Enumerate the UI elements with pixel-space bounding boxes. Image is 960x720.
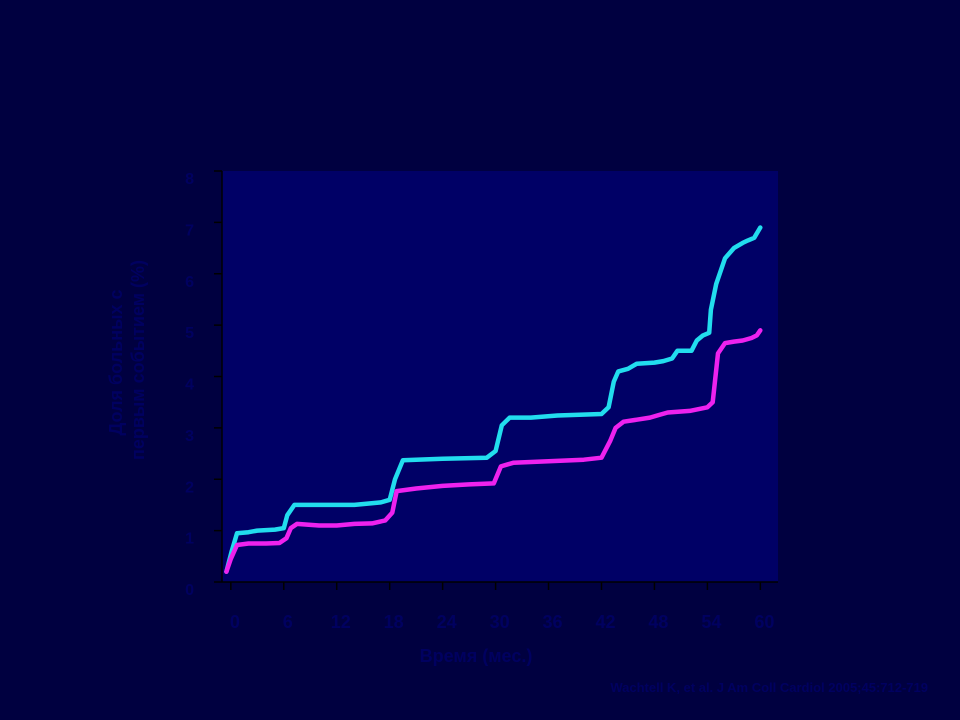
y-axis-title-line-2: первым событием (%) <box>128 260 148 460</box>
x-tick-label: 48 <box>648 612 668 632</box>
x-tick-label: 54 <box>701 612 721 632</box>
x-tick-label: 12 <box>331 612 351 632</box>
y-tick-label: 5 <box>185 325 194 342</box>
y-tick-label: 2 <box>185 479 194 496</box>
y-tick-label: 7 <box>185 222 194 239</box>
y-tick-label: 8 <box>185 171 194 188</box>
plot-area <box>222 171 778 582</box>
y-axis-title-line-1: Доля больных с <box>106 290 126 436</box>
x-tick-label: 18 <box>384 612 404 632</box>
y-tick-label: 3 <box>185 428 194 445</box>
x-axis-title: Время (мес.) <box>420 646 533 666</box>
x-tick-label: 6 <box>283 612 293 632</box>
citation: Wachtell K, et al. J Am Coll Cardiol 200… <box>610 680 928 695</box>
x-tick-label: 30 <box>490 612 510 632</box>
y-tick-label: 6 <box>185 274 194 291</box>
y-tick-label: 1 <box>185 531 194 548</box>
x-axis-ticks: 0 6 12 18 24 30 36 42 48 54 60 <box>230 582 774 632</box>
x-tick-label: 0 <box>230 612 240 632</box>
y-tick-label: 0 <box>185 582 194 599</box>
x-tick-label: 42 <box>595 612 615 632</box>
series-line-2 <box>224 328 763 574</box>
series-line-1 <box>224 225 763 574</box>
y-axis-title: Доля больных с первым событием (%) <box>106 260 148 460</box>
x-tick-label: 24 <box>437 612 457 632</box>
x-tick-label: 36 <box>543 612 563 632</box>
series-layer <box>224 225 763 574</box>
y-axis-ticks: 0 1 2 3 4 5 6 7 8 <box>185 170 222 599</box>
y-tick-label: 4 <box>185 377 194 394</box>
x-tick-label: 60 <box>754 612 774 632</box>
